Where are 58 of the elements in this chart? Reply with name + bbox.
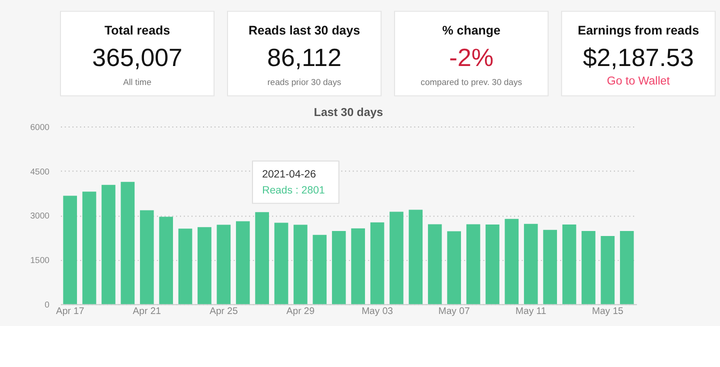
x-tick-label: May 07 [438, 306, 470, 318]
text: -2% [449, 44, 494, 72]
bar [332, 231, 346, 304]
bar [63, 196, 77, 304]
bar [274, 222, 288, 304]
x-tick-label: Apr 25 [210, 306, 238, 318]
text: Reads last 30 days [248, 23, 360, 38]
bar [582, 231, 596, 304]
text: Go to Wallet [606, 75, 671, 88]
bar [178, 228, 192, 304]
bar [312, 234, 327, 304]
bar [120, 182, 135, 304]
bar [600, 236, 615, 304]
x-tick-label: May 15 [592, 306, 624, 318]
bar [543, 230, 557, 304]
text: $2,187.53 [582, 44, 694, 72]
text: 86,112 [267, 44, 342, 72]
x-tick-label: Apr 17 [56, 306, 84, 318]
bar [370, 222, 384, 304]
text: Earnings from reads [578, 23, 700, 38]
annotation: 2021-04-26 [262, 168, 316, 180]
bar [216, 224, 231, 304]
bar [159, 216, 173, 304]
text: Total reads [104, 23, 170, 38]
x-tick-label: Apr 29 [286, 306, 315, 318]
x-tick-label: May 11 [516, 306, 546, 318]
bar [447, 231, 461, 304]
text: All time [123, 77, 152, 88]
bar [236, 221, 250, 304]
bar [524, 224, 538, 304]
bar [102, 184, 116, 304]
bar [294, 224, 308, 304]
bar [562, 224, 576, 304]
bar [504, 218, 519, 304]
bar [486, 224, 500, 304]
bar [140, 210, 154, 304]
text: reads prior 30 days [267, 77, 342, 88]
y-tick-label: 6000 [30, 122, 50, 132]
bar [351, 228, 365, 304]
bar [466, 224, 480, 304]
bar [255, 212, 269, 304]
bar [620, 231, 634, 304]
bar [82, 192, 96, 304]
bar [390, 212, 404, 304]
bar [408, 210, 423, 304]
text: compared to prev. 30 days [420, 77, 522, 88]
bar [198, 227, 212, 304]
y-tick-label: 3000 [30, 210, 50, 221]
y-tick-label: 4500 [30, 166, 50, 176]
bar [428, 224, 442, 304]
text: 365,007 [92, 44, 182, 72]
y-tick-label: 1500 [30, 255, 50, 266]
y-tick-label: 0 [44, 299, 50, 310]
annotation: Reads : 2801 [262, 184, 325, 197]
x-tick-label: Apr 21 [132, 306, 161, 318]
x-tick-label: May 03 [362, 306, 393, 318]
chart-title: Last 30 days [314, 106, 384, 119]
text: % change [442, 23, 501, 38]
